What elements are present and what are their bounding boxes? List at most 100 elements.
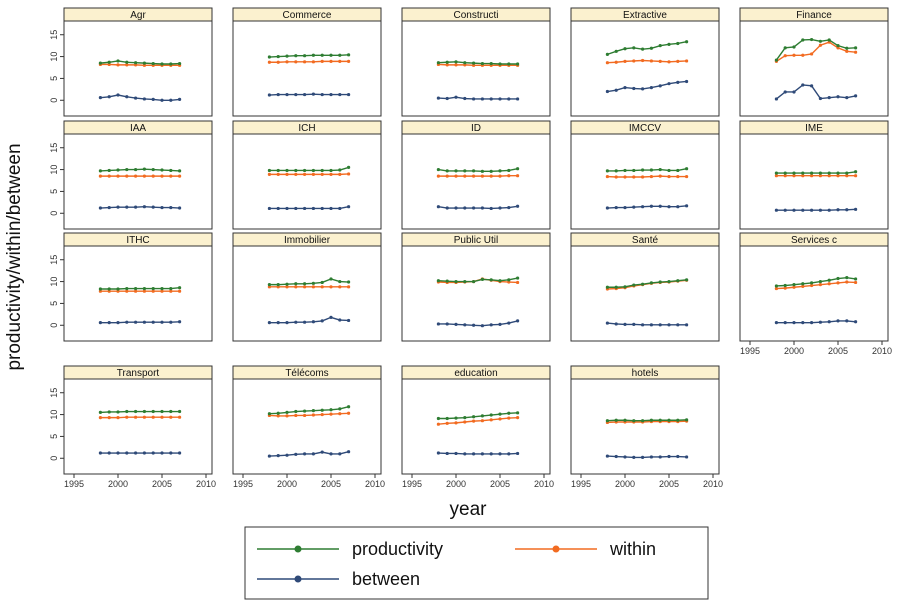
panel-plot-area <box>402 379 550 474</box>
between-point <box>659 205 662 208</box>
productivity-point <box>481 414 484 417</box>
x-tick-label: 1995 <box>571 479 591 489</box>
between-point <box>294 93 297 96</box>
productivity-point <box>169 410 172 413</box>
productivity-point <box>498 279 501 282</box>
between-point <box>498 323 501 326</box>
within-point <box>507 416 510 419</box>
productivity-point <box>632 169 635 172</box>
between-point <box>108 95 111 98</box>
x-tick-label: 2010 <box>703 479 723 489</box>
panel-title: Extractive <box>623 10 667 21</box>
within-point <box>454 63 457 66</box>
between-point <box>792 209 795 212</box>
within-point <box>437 175 440 178</box>
within-point <box>108 175 111 178</box>
productivity-point <box>446 61 449 64</box>
productivity-point <box>667 280 670 283</box>
within-point <box>268 61 271 64</box>
between-point <box>303 93 306 96</box>
between-point <box>285 207 288 210</box>
panel-title: IME <box>805 123 823 134</box>
productivity-point <box>347 280 350 283</box>
between-point <box>178 206 181 209</box>
productivity-point <box>507 412 510 415</box>
panel-plot-area <box>64 379 212 474</box>
productivity-point <box>667 169 670 172</box>
between-point <box>134 321 137 324</box>
within-point <box>606 61 609 64</box>
productivity-point <box>160 410 163 413</box>
productivity-point <box>169 287 172 290</box>
within-point <box>303 414 306 417</box>
between-point <box>606 454 609 457</box>
within-point <box>650 175 653 178</box>
within-point <box>312 413 315 416</box>
productivity-point <box>659 419 662 422</box>
productivity-point <box>615 286 618 289</box>
productivity-point <box>437 417 440 420</box>
between-point <box>516 97 519 100</box>
between-point <box>321 93 324 96</box>
x-tick-label: 1995 <box>402 479 422 489</box>
between-point <box>481 206 484 209</box>
productivity-point <box>632 419 635 422</box>
within-point <box>116 416 119 419</box>
within-point <box>623 175 626 178</box>
within-point <box>134 416 137 419</box>
panel-id: ID <box>402 121 550 229</box>
between-point <box>321 319 324 322</box>
productivity-point <box>615 50 618 53</box>
between-point <box>437 322 440 325</box>
productivity-point <box>507 278 510 281</box>
between-point <box>178 451 181 454</box>
between-point <box>650 323 653 326</box>
productivity-point <box>801 282 804 285</box>
productivity-point <box>169 62 172 65</box>
productivity-point <box>498 413 501 416</box>
between-point <box>303 207 306 210</box>
between-point <box>775 321 778 324</box>
within-point <box>329 60 332 63</box>
within-point <box>606 175 609 178</box>
productivity-point <box>659 168 662 171</box>
productivity-point <box>108 410 111 413</box>
within-point <box>329 173 332 176</box>
between-point <box>338 207 341 210</box>
productivity-point <box>685 418 688 421</box>
between-point <box>329 316 332 319</box>
between-point <box>329 93 332 96</box>
panel-plot-area <box>740 21 888 116</box>
within-point <box>303 173 306 176</box>
panel-sant-: Santé <box>571 233 719 341</box>
between-point <box>676 81 679 84</box>
productivity-point <box>667 419 670 422</box>
within-point <box>285 173 288 176</box>
panel-plot-area <box>402 134 550 229</box>
between-point <box>685 455 688 458</box>
productivity-point <box>775 171 778 174</box>
panel-plot-area <box>64 21 212 116</box>
y-tick-label: 10 <box>49 277 59 287</box>
within-point <box>784 54 787 57</box>
productivity-point <box>641 283 644 286</box>
productivity-point <box>347 405 350 408</box>
productivity-point <box>606 53 609 56</box>
between-point <box>784 321 787 324</box>
panel-imccv: IMCCV <box>571 121 719 229</box>
productivity-point <box>285 411 288 414</box>
between-point <box>454 206 457 209</box>
productivity-point <box>828 279 831 282</box>
productivity-point <box>854 277 857 280</box>
productivity-point <box>268 55 271 58</box>
within-point <box>294 285 297 288</box>
within-point <box>169 175 172 178</box>
between-point <box>623 86 626 89</box>
y-tick-label: 0 <box>49 211 59 216</box>
between-point <box>294 207 297 210</box>
productivity-point <box>312 169 315 172</box>
productivity-point <box>312 54 315 57</box>
within-point <box>321 413 324 416</box>
between-point <box>845 319 848 322</box>
